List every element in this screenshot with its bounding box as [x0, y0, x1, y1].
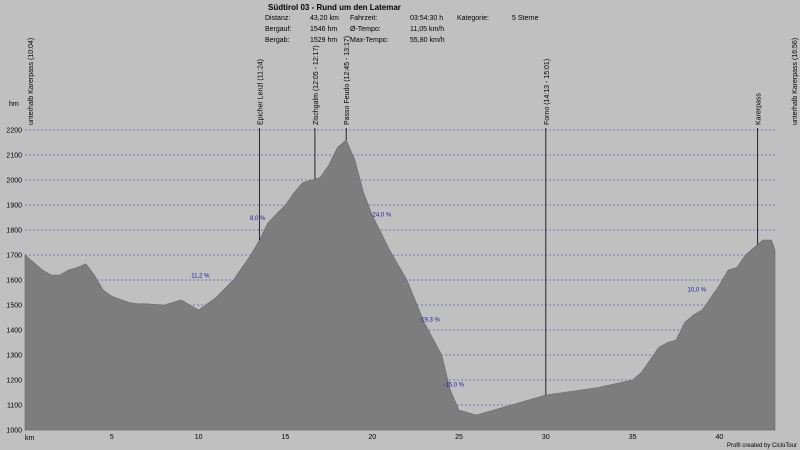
grade-label: -19,3 %	[419, 317, 440, 323]
waypoint-label: Passo Feudo (12:45 - 13:17)	[344, 36, 351, 125]
category-value: 5 Sterne	[512, 15, 539, 22]
y-tick-label: 1600	[6, 278, 22, 285]
waypoints: unterhalb Karerpass (10:04) Epicher Lenzl…	[28, 36, 799, 395]
max-speed-label: Max-Tempo:	[350, 37, 389, 44]
x-tick-label: 40	[716, 434, 724, 441]
grade-label: 8,0 %	[250, 216, 266, 222]
x-tick-label: 25	[455, 434, 463, 441]
max-speed-value: 55,80 km/h	[410, 37, 445, 44]
avg-speed-label: Ø-Tempo:	[350, 26, 381, 33]
waypoint-label: unterhalb Karerpass (10:04)	[28, 38, 35, 125]
time-label: Fahrzeit:	[350, 15, 378, 22]
distance-value: 43,20 km	[310, 15, 339, 22]
y-axis-label: hm	[9, 101, 19, 108]
grade-label: -15,0 %	[443, 382, 464, 388]
x-tick-labels: 5 10 15 20 25 30 35 40	[110, 434, 724, 441]
waypoint-label: unterhalb Karerpass (16:56)	[792, 38, 799, 125]
y-tick-labels: 1000 1100 1200 1300 1400 1500 1600 1700 1800 1900…	[6, 128, 22, 435]
ascent-value: 1546 hm	[310, 26, 338, 33]
grade-label: 11,2 %	[191, 274, 210, 280]
y-tick-label: 2000	[6, 178, 22, 185]
y-tick-label: 1900	[6, 203, 22, 210]
x-axis-label: km	[25, 435, 35, 442]
y-tick-label: 1800	[6, 228, 22, 235]
waypoint-label: Epicher Lenzl (11:24)	[257, 59, 264, 125]
x-tick-label: 10	[195, 434, 203, 441]
x-tick-label: 30	[542, 434, 550, 441]
y-tick-label: 1500	[6, 303, 22, 310]
waypoint-label: Zischgalm (12:05 - 12:17)	[313, 45, 320, 125]
x-tick-label: 15	[282, 434, 290, 441]
y-tick-label: 1200	[6, 378, 22, 385]
y-tick-label: 2100	[6, 153, 22, 160]
descent-label: Bergab:	[265, 37, 290, 44]
y-tick-label: 2200	[6, 128, 22, 135]
x-tick-label: 20	[368, 434, 376, 441]
y-tick-label: 1400	[6, 328, 22, 335]
y-tick-label: 1000	[6, 428, 22, 435]
grade-label: -24,0 %	[371, 212, 392, 218]
footer-credit: Profil created by CicloTour	[726, 443, 797, 449]
y-tick-label: 1700	[6, 253, 22, 260]
time-value: 03:54:30 h	[410, 15, 444, 22]
waypoint-label: Forno (14:13 - 15:01)	[544, 59, 551, 125]
y-tick-label: 1300	[6, 353, 22, 360]
grade-label: 10,0 %	[688, 287, 707, 293]
y-tick-label: 1100	[7, 403, 22, 410]
distance-label: Distanz:	[265, 15, 291, 22]
x-tick-label: 35	[629, 434, 637, 441]
ascent-label: Bergauf:	[265, 26, 292, 33]
avg-speed-value: 11,05 km/h	[410, 26, 445, 33]
x-tick-label: 5	[110, 434, 114, 441]
category-label: Kategorie:	[457, 15, 489, 22]
elevation-area	[24, 139, 776, 431]
chart-title: Südtirol 03 - Rund um den Latemar	[268, 3, 401, 12]
descent-value: 1529 hm	[310, 37, 338, 44]
waypoint-label: Karerpass	[756, 93, 763, 125]
grade-labels: 11,2 % 8,0 % -24,0 % -19,3 % -15,0 % 10,0 %	[191, 212, 707, 388]
